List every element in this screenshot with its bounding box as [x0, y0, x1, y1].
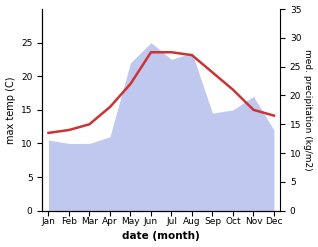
Y-axis label: med. precipitation (kg/m2): med. precipitation (kg/m2)	[303, 49, 313, 171]
Y-axis label: max temp (C): max temp (C)	[5, 76, 16, 144]
X-axis label: date (month): date (month)	[122, 231, 200, 242]
